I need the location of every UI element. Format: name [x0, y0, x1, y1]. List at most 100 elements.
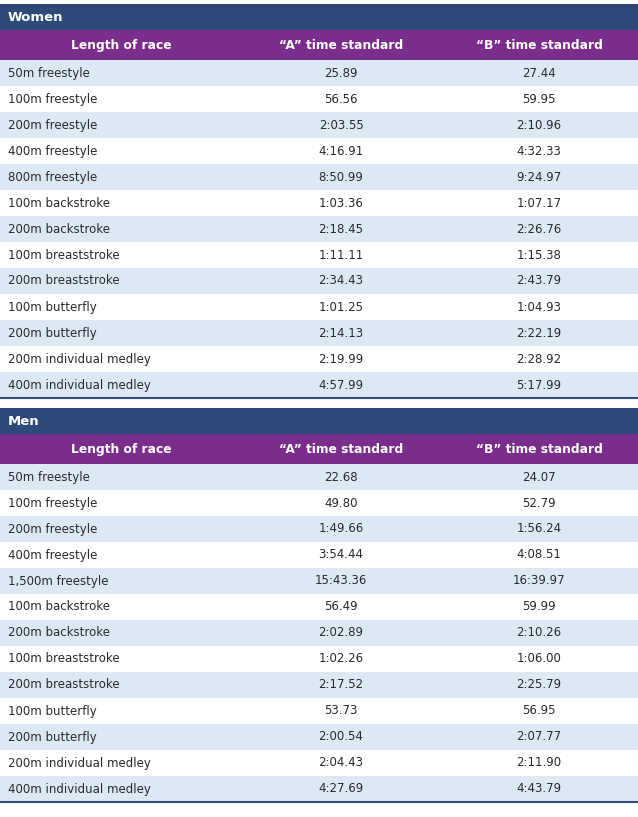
- Bar: [0, 216, 242, 242]
- Bar: [0, 112, 242, 138]
- Text: 8:50.99: 8:50.99: [318, 171, 364, 184]
- Bar: [0, 4, 638, 30]
- Bar: [242, 164, 440, 190]
- Text: 2:26.76: 2:26.76: [516, 222, 561, 235]
- Text: 200m backstroke: 200m backstroke: [8, 627, 110, 640]
- Bar: [0, 294, 242, 320]
- Bar: [440, 112, 638, 138]
- Text: 400m individual medley: 400m individual medley: [8, 378, 151, 391]
- Text: 4:57.99: 4:57.99: [318, 378, 364, 391]
- Text: 2:25.79: 2:25.79: [516, 678, 561, 691]
- Text: 100m butterfly: 100m butterfly: [8, 301, 97, 314]
- Bar: [440, 594, 638, 620]
- Bar: [0, 434, 242, 464]
- Bar: [242, 776, 440, 802]
- Text: “B” time standard: “B” time standard: [475, 38, 602, 51]
- Text: 1,500m freestyle: 1,500m freestyle: [8, 574, 108, 587]
- Text: 53.73: 53.73: [324, 704, 358, 717]
- Text: 100m butterfly: 100m butterfly: [8, 704, 97, 717]
- Bar: [440, 620, 638, 646]
- Bar: [440, 542, 638, 568]
- Bar: [440, 294, 638, 320]
- Bar: [242, 568, 440, 594]
- Bar: [0, 408, 638, 434]
- Bar: [440, 190, 638, 216]
- Bar: [242, 516, 440, 542]
- Text: 56.49: 56.49: [324, 600, 358, 614]
- Text: Length of race: Length of race: [71, 443, 172, 456]
- Bar: [440, 164, 638, 190]
- Text: Women: Women: [8, 11, 64, 24]
- Bar: [0, 594, 242, 620]
- Bar: [242, 750, 440, 776]
- Bar: [242, 86, 440, 112]
- Text: “A” time standard: “A” time standard: [279, 443, 403, 456]
- Text: 59.95: 59.95: [523, 92, 556, 105]
- Text: Men: Men: [8, 414, 40, 427]
- Text: 2:10.96: 2:10.96: [516, 118, 561, 132]
- Bar: [0, 490, 242, 516]
- Bar: [0, 724, 242, 750]
- Text: “B” time standard: “B” time standard: [475, 443, 602, 456]
- Bar: [440, 86, 638, 112]
- Text: 2:17.52: 2:17.52: [318, 678, 364, 691]
- Text: 1:15.38: 1:15.38: [517, 248, 561, 261]
- Text: 5:17.99: 5:17.99: [516, 378, 561, 391]
- Text: 2:43.79: 2:43.79: [516, 275, 561, 288]
- Text: 400m individual medley: 400m individual medley: [8, 783, 151, 796]
- Text: 4:43.79: 4:43.79: [516, 783, 561, 796]
- Bar: [242, 490, 440, 516]
- Text: 200m individual medley: 200m individual medley: [8, 757, 151, 770]
- Text: 1:03.36: 1:03.36: [318, 197, 364, 209]
- Text: 2:00.54: 2:00.54: [318, 730, 364, 743]
- Text: 2:10.26: 2:10.26: [516, 627, 561, 640]
- Text: 2:22.19: 2:22.19: [516, 327, 561, 340]
- Text: 200m breaststroke: 200m breaststroke: [8, 678, 120, 691]
- Bar: [440, 672, 638, 698]
- Text: 100m freestyle: 100m freestyle: [8, 497, 98, 510]
- Text: 2:34.43: 2:34.43: [318, 275, 364, 288]
- Bar: [440, 242, 638, 268]
- Bar: [242, 242, 440, 268]
- Bar: [440, 138, 638, 164]
- Bar: [440, 320, 638, 346]
- Bar: [440, 216, 638, 242]
- Text: 2:28.92: 2:28.92: [516, 352, 561, 365]
- Bar: [440, 776, 638, 802]
- Text: 2:19.99: 2:19.99: [318, 352, 364, 365]
- Text: 24.07: 24.07: [522, 471, 556, 484]
- Text: 2:11.90: 2:11.90: [516, 757, 561, 770]
- Text: 200m freestyle: 200m freestyle: [8, 118, 98, 132]
- Bar: [0, 750, 242, 776]
- Text: 4:08.51: 4:08.51: [517, 548, 561, 561]
- Text: 1:07.17: 1:07.17: [516, 197, 561, 209]
- Bar: [0, 620, 242, 646]
- Bar: [242, 464, 440, 490]
- Bar: [0, 372, 242, 398]
- Bar: [0, 516, 242, 542]
- Bar: [0, 268, 242, 294]
- Text: 1:01.25: 1:01.25: [318, 301, 364, 314]
- Bar: [242, 372, 440, 398]
- Bar: [0, 776, 242, 802]
- Bar: [440, 698, 638, 724]
- Bar: [440, 750, 638, 776]
- Text: 9:24.97: 9:24.97: [516, 171, 561, 184]
- Bar: [440, 724, 638, 750]
- Bar: [0, 60, 242, 86]
- Text: 56.95: 56.95: [523, 704, 556, 717]
- Bar: [242, 294, 440, 320]
- Bar: [0, 542, 242, 568]
- Bar: [0, 320, 242, 346]
- Text: 27.44: 27.44: [522, 66, 556, 79]
- Bar: [242, 594, 440, 620]
- Text: Length of race: Length of race: [71, 38, 172, 51]
- Bar: [242, 30, 440, 60]
- Text: 3:54.44: 3:54.44: [318, 548, 364, 561]
- Bar: [242, 268, 440, 294]
- Text: 15:43.36: 15:43.36: [315, 574, 367, 587]
- Text: 49.80: 49.80: [324, 497, 358, 510]
- Bar: [242, 112, 440, 138]
- Text: 16:39.97: 16:39.97: [513, 574, 565, 587]
- Bar: [242, 138, 440, 164]
